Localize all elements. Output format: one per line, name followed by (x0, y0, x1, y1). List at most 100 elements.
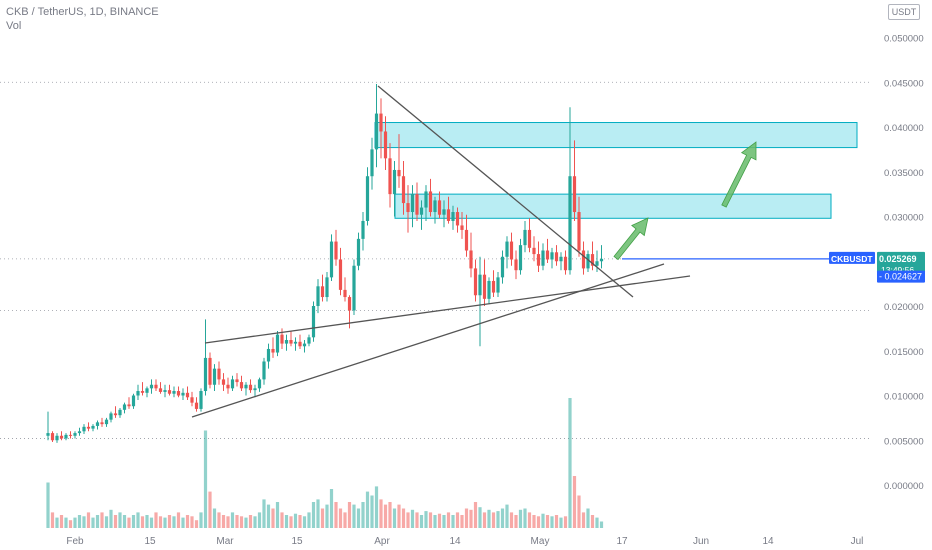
volume-bar (338, 508, 343, 528)
volume-bar (167, 515, 172, 528)
y-tick-label: 0.005000 (884, 436, 924, 447)
candle-body (487, 280, 491, 299)
volume-bar (388, 502, 392, 528)
volume-bar (208, 491, 212, 528)
volume-bar (509, 512, 514, 528)
x-tick-label: Apr (374, 536, 390, 547)
candle-body (419, 207, 424, 215)
volume-bar (460, 515, 464, 528)
candle-body (149, 384, 154, 389)
y-tick-label: 0.000000 (884, 481, 924, 492)
volume-bar (230, 512, 235, 528)
volume-label: Vol (6, 20, 22, 32)
candle-body (478, 274, 482, 296)
candle-body (442, 209, 446, 215)
volume-bar (523, 508, 527, 528)
last-price-label: 0.025269 (879, 254, 917, 264)
volume-bar (415, 512, 419, 528)
symbol-title: CKB / TetherUS, 1D, BINANCE (6, 6, 159, 18)
candle-body (158, 388, 163, 392)
volume-bar (226, 516, 230, 528)
candle-body (356, 238, 361, 266)
candle-body (221, 379, 226, 385)
candle-body (433, 200, 437, 213)
volume-bar (145, 515, 149, 528)
candle-body (244, 384, 248, 389)
candle-body (95, 422, 100, 426)
volume-bar (158, 516, 163, 528)
volume-bar (433, 515, 437, 528)
candle-body (55, 435, 59, 441)
volume-bar (122, 515, 127, 528)
volume-bar (595, 517, 599, 528)
volume-bar (284, 515, 289, 528)
candle-body (563, 256, 568, 271)
candle-body (370, 149, 374, 177)
candle-body (590, 254, 595, 266)
volume-bar (68, 520, 73, 528)
candle-body (248, 384, 253, 391)
volume-bar (176, 512, 181, 528)
y-tick-label: 0.010000 (884, 392, 924, 403)
volume-bar (451, 515, 455, 528)
volume-bar (100, 512, 104, 528)
volume-bar (320, 508, 325, 528)
volume-bar (95, 515, 100, 528)
target-arrow (721, 141, 757, 208)
volume-bar (514, 515, 518, 528)
volume-bar (419, 515, 424, 528)
volume-bar (239, 516, 244, 528)
volume-bar (577, 495, 581, 528)
volume-bar (104, 516, 109, 528)
candle-body (275, 334, 280, 353)
volume-bar (307, 512, 311, 528)
candle-body (271, 348, 275, 353)
y-tick-label: 0.020000 (884, 302, 924, 313)
candle-body (172, 391, 176, 394)
volume-bar (464, 508, 469, 528)
x-tick-label: Jul (851, 536, 864, 547)
volume-bar (316, 499, 320, 528)
volume-bar (545, 515, 550, 528)
candle-body (64, 434, 68, 439)
secondary-price-tag (877, 270, 925, 283)
volume-bar (248, 515, 253, 528)
candle-body (577, 212, 581, 251)
volume-bar (235, 515, 239, 528)
candle-body (266, 348, 271, 362)
candle-body (424, 191, 428, 208)
volume-bar (91, 517, 95, 528)
volume-bar (163, 517, 167, 528)
candle-body (415, 194, 419, 215)
candle-body (343, 289, 347, 298)
trendline (204, 275, 691, 344)
candle-body (464, 229, 469, 251)
currency-button[interactable]: USDT (888, 4, 920, 20)
volume-bar (563, 516, 568, 528)
x-tick-label: Mar (216, 536, 234, 547)
volume-bar (46, 482, 50, 528)
candle-body (406, 203, 410, 213)
volume-bar (487, 509, 491, 528)
y-tick-label: 0.035000 (884, 168, 924, 179)
volume-bar (113, 515, 118, 528)
candle-body (46, 433, 50, 436)
x-tick-label: 14 (762, 536, 774, 547)
candle-body (401, 176, 406, 204)
candle-body (104, 419, 109, 425)
candle-body (68, 434, 73, 436)
volume-bar (194, 520, 199, 528)
candle-body (518, 245, 523, 271)
candle-body (100, 422, 104, 425)
volume-bar (410, 509, 415, 528)
volume-bar (334, 502, 338, 528)
candle-body (113, 413, 118, 416)
volume-bar (347, 502, 352, 528)
volume-bar (428, 512, 433, 528)
candle-body (145, 388, 149, 393)
candle-body (239, 382, 244, 389)
countdown-label: 13:49:56 (881, 265, 914, 275)
candle-body (253, 388, 257, 391)
